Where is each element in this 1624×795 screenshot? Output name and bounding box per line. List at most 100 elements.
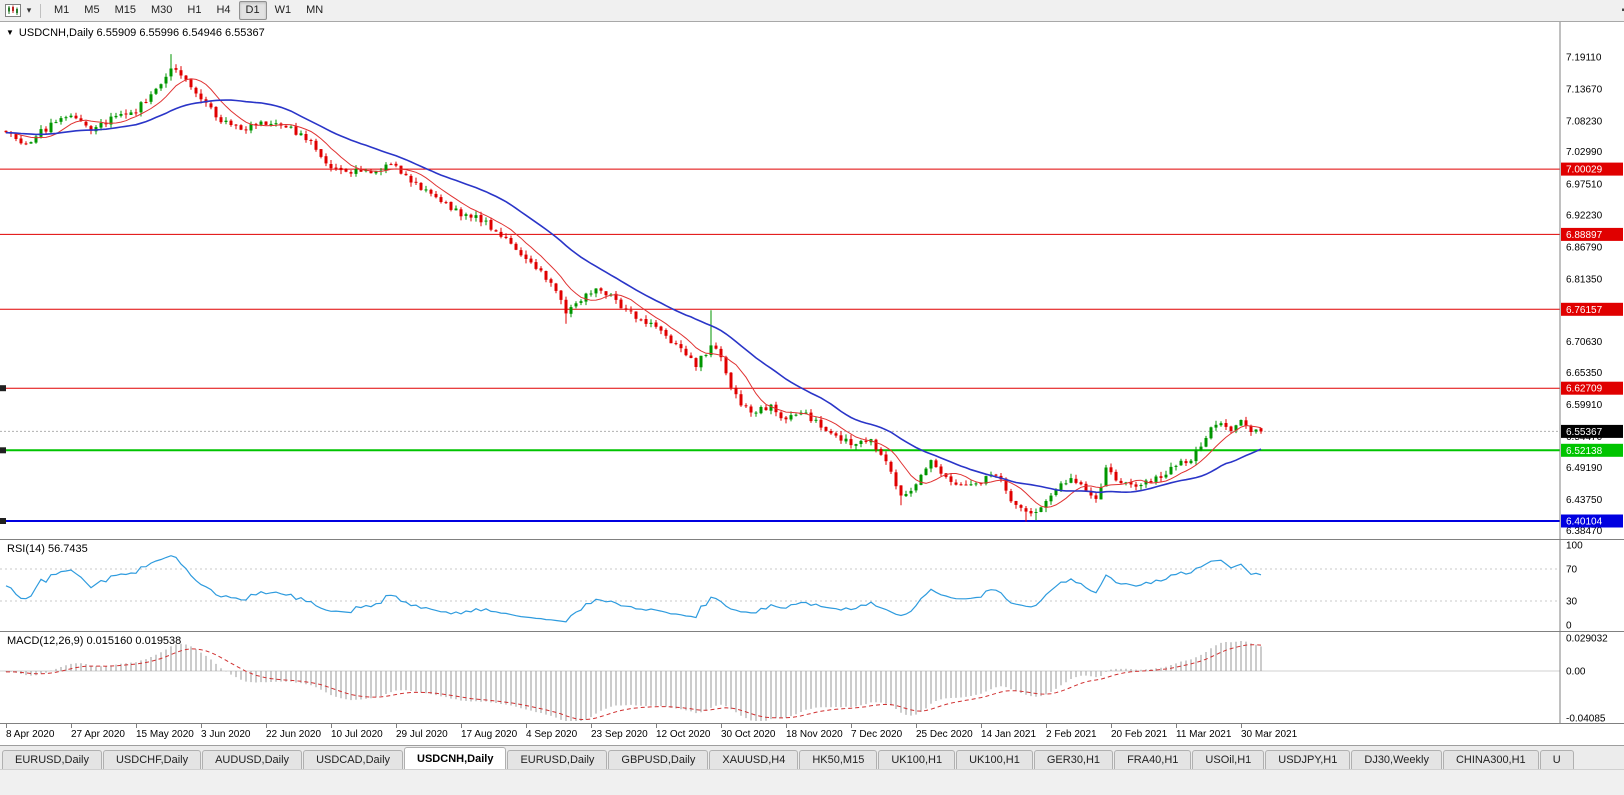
rsi-tick-label: 30: [1566, 597, 1578, 608]
time-axis-label: 27 Apr 2020: [71, 729, 125, 740]
price-level-label: [1561, 443, 1623, 457]
rsi-tick-label: 0: [1566, 621, 1572, 632]
chart-tab-uk100-h1[interactable]: UK100,H1: [956, 750, 1033, 770]
timeframe-button-group: M1 M5 M15 M30 H1 H4 D1 W1 MN: [47, 1, 330, 20]
macd-indicator-label: MACD(12,26,9) 0.015160 0.019538: [7, 635, 182, 647]
price-tick-label: 6.59910: [1566, 400, 1603, 411]
price-tick-label: 7.08230: [1566, 116, 1603, 127]
ma-slow-line: [5, 99, 1262, 494]
chart-tab-usdjpy-h1[interactable]: USDJPY,H1: [1265, 750, 1351, 770]
chart-tab-dj30-weekly[interactable]: DJ30,Weekly: [1351, 750, 1442, 770]
symbol-marker-icon: ▼: [6, 28, 14, 37]
chart-tab-bar: EURUSD,Daily USDCHF,Daily AUDUSD,Daily USDC…: [0, 745, 1624, 770]
chart-tab-uk100-h1[interactable]: UK100,H1: [878, 750, 956, 770]
price-level-label: [1561, 381, 1623, 395]
macd-tick-label: -0.04085: [1566, 713, 1606, 723]
svg-text:6.40104: 6.40104: [1566, 517, 1603, 528]
chart-type-icon[interactable]: [4, 2, 22, 19]
timeframe-button-m5[interactable]: M5: [84, 4, 100, 16]
chart-tab-xauusd-h4[interactable]: XAUUSD,H4: [709, 750, 799, 770]
time-axis-tick: [916, 724, 917, 728]
price-tick-label: 6.86790: [1566, 242, 1603, 253]
price-level-label: [1561, 514, 1623, 528]
time-axis-label: 20 Feb 2021: [1111, 729, 1168, 740]
time-axis-label: 17 Aug 2020: [461, 729, 518, 740]
chart-tab-u[interactable]: U: [1539, 750, 1574, 770]
time-axis-tick: [1046, 724, 1047, 728]
time-axis-label: 30 Mar 2021: [1241, 729, 1298, 740]
price-axis[interactable]: 7.19110 7.13670 7.08230 7.02990 6.97510 6.922…: [1559, 21, 1624, 539]
time-axis-tick: [591, 724, 592, 728]
ma-fast-line: [5, 78, 1262, 508]
timeframe-button-m15[interactable]: M15: [114, 4, 136, 16]
time-axis-label: 30 Oct 2020: [721, 729, 776, 740]
time-axis-tick: [981, 724, 982, 728]
timeframe-button-d1[interactable]: D1: [238, 1, 267, 20]
chart-tab-usdcad-daily[interactable]: USDCAD,Daily: [303, 750, 404, 770]
svg-text:6.62709: 6.62709: [1566, 384, 1603, 395]
time-axis[interactable]: 8 Apr 2020 27 Apr 2020 15 May 2020 3 Jun 20…: [0, 723, 1624, 746]
macd-tick-label: 0.00: [1566, 667, 1586, 678]
time-axis-label: 10 Jul 2020: [331, 729, 383, 740]
macd-tick-label: 0.029032: [1566, 633, 1608, 644]
macd-histogram: [5, 641, 1262, 721]
price-tick-label: 7.13670: [1566, 85, 1603, 96]
chart-tab-audusd-daily[interactable]: AUDUSD,Daily: [202, 750, 303, 770]
time-axis-tick: [851, 724, 852, 728]
chart-tab-gbpusd-daily[interactable]: GBPUSD,Daily: [608, 750, 709, 770]
price-tick-label: 6.38470: [1566, 526, 1603, 537]
chart-tab-china300-h1[interactable]: CHINA300,H1: [1442, 750, 1539, 770]
timeframe-button-h1[interactable]: H1: [187, 4, 202, 16]
svg-text:6.88897: 6.88897: [1566, 230, 1603, 241]
macd-panel-chart[interactable]: 0.029032 0.00 -0.04085: [0, 631, 1624, 723]
time-axis-tick: [656, 724, 657, 728]
rsi-tick-label: 100: [1566, 541, 1583, 552]
chart-tab-usoil-h1[interactable]: USOil,H1: [1192, 750, 1265, 770]
price-level-label: [1561, 227, 1623, 241]
level-handle: [0, 518, 6, 524]
chart-tab-eurusd-daily[interactable]: EURUSD,Daily: [507, 750, 608, 770]
macd-signal-line: [5, 644, 1262, 720]
chart-tab-hk50-m15[interactable]: HK50,M15: [799, 750, 878, 770]
status-bar: [0, 769, 1624, 795]
time-axis-tick: [526, 724, 527, 728]
chevron-down-icon[interactable]: ▾: [26, 5, 32, 15]
time-axis-label: 8 Apr 2020: [6, 729, 55, 740]
time-axis-tick: [6, 724, 7, 728]
timeframe-button-w1[interactable]: W1: [274, 4, 292, 16]
time-axis-tick: [1241, 724, 1242, 728]
chart-tab-fra40-h1[interactable]: FRA40,H1: [1114, 750, 1192, 770]
price-tick-label: 6.70630: [1566, 337, 1603, 348]
time-axis-tick: [786, 724, 787, 728]
time-axis-tick: [136, 724, 137, 728]
time-axis-label: 23 Sep 2020: [591, 729, 648, 740]
price-tick-label: 6.49190: [1566, 463, 1603, 474]
time-axis-tick: [1111, 724, 1112, 728]
rsi-indicator-label: RSI(14) 56.7435: [7, 543, 88, 555]
chart-tab-eurusd-daily[interactable]: EURUSD,Daily: [2, 750, 102, 770]
time-axis-label: 3 Jun 2020: [201, 729, 251, 740]
price-tick-label: 6.65350: [1566, 368, 1603, 379]
candlesticks: [4, 54, 1263, 522]
price-level-label: [1561, 302, 1623, 316]
timeframe-button-m1[interactable]: M1: [54, 4, 70, 16]
time-axis-label: 22 Jun 2020: [266, 729, 322, 740]
rsi-panel-chart[interactable]: 100 70 30 0: [0, 539, 1624, 631]
time-axis-label: 18 Nov 2020: [786, 729, 843, 740]
price-level-lines: [0, 168, 1560, 524]
chart-tab-usdchf-daily[interactable]: USDCHF,Daily: [102, 750, 202, 770]
svg-text:6.52138: 6.52138: [1566, 446, 1603, 457]
time-axis-label: 4 Sep 2020: [526, 729, 578, 740]
timeframe-button-h4[interactable]: H4: [216, 4, 231, 16]
time-axis-tick: [331, 724, 332, 728]
window-button-icon[interactable]: ▪: [1621, 5, 1624, 16]
timeframe-button-m30[interactable]: M30: [150, 4, 173, 16]
time-axis-label: 25 Dec 2020: [916, 729, 973, 740]
main-price-chart[interactable]: 7.19110 7.13670 7.08230 7.02990 6.97510 6.922…: [0, 21, 1624, 539]
chart-tab-ger30-h1[interactable]: GER30,H1: [1033, 750, 1114, 770]
timeframe-button-mn[interactable]: MN: [306, 4, 324, 16]
time-axis-tick: [1176, 724, 1177, 728]
chart-tab-usdcnh-daily[interactable]: USDCNH,Daily: [404, 747, 507, 770]
symbol-ohlc-text: USDCNH,Daily 6.55909 6.55996 6.54946 6.5…: [18, 27, 265, 39]
price-tick-label: 6.81350: [1566, 274, 1603, 285]
